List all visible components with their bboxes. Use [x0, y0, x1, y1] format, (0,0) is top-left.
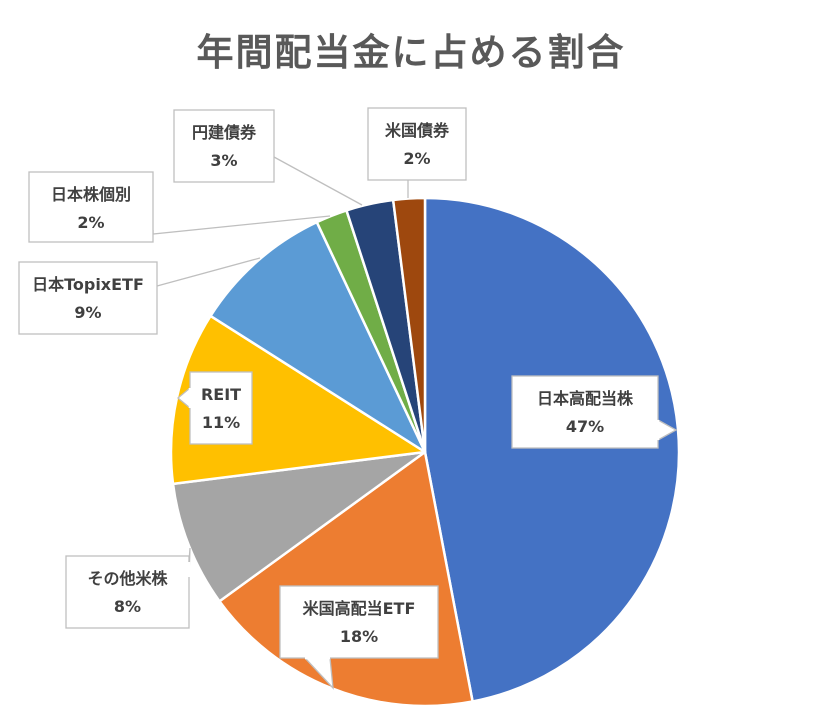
leader-line [273, 156, 363, 206]
data-callout: その他米株 8% [65, 547, 191, 629]
callout-pointer [176, 387, 191, 409]
slice-label: その他米株 [87, 569, 168, 588]
pie-slice [209, 220, 427, 454]
leaders-layer [152, 156, 409, 287]
slice-label: 円建債券 [192, 123, 257, 142]
slice-percent-label: 2% [403, 149, 430, 168]
pie-slice [423, 196, 681, 703]
chart-title: 年間配当金に占める割合 [196, 31, 626, 74]
callout-box [189, 371, 253, 445]
callout-box [65, 555, 190, 629]
callout-pointer [657, 419, 678, 441]
data-callout: REIT 11% [176, 371, 253, 445]
data-callout: 円建債券 3% [173, 109, 275, 183]
data-callout: 日本TopixETF 9% [18, 261, 158, 335]
callout-box [511, 375, 659, 449]
pie-slice [171, 450, 427, 603]
leader-line [156, 257, 261, 287]
slice-label: 日本TopixETF [32, 275, 144, 294]
callout-box [28, 171, 154, 243]
data-callout: 米国高配当ETF 18% [279, 585, 439, 690]
slice-label: 米国高配当ETF [303, 599, 416, 618]
slice-percent-label: 47% [566, 417, 604, 436]
callout-pointer [304, 657, 334, 690]
slice-percent-label: 8% [114, 597, 141, 616]
slice-percent-label: 3% [210, 151, 237, 170]
slice-percent-label: 11% [202, 413, 240, 432]
slice-label: 日本高配当株 [537, 389, 634, 408]
slice-percent-label: 18% [340, 627, 378, 646]
data-callout: 米国債券 2% [367, 107, 467, 181]
slice-percent-label: 2% [77, 213, 104, 232]
callouts-layer: 日本高配当株 47% 米国高配当ETF 18% その他米株 8% REIT 11% 日本Topi… [18, 107, 678, 690]
callout-box [173, 109, 275, 183]
slice-percent-label: 9% [74, 303, 101, 322]
callout-box [367, 107, 467, 181]
data-callout: 日本高配当株 47% [511, 375, 678, 449]
slice-label: 米国債券 [385, 121, 450, 140]
slice-label: 日本株個別 [51, 185, 131, 204]
slice-label: REIT [201, 385, 241, 404]
callout-box [18, 261, 158, 335]
data-callout: 日本株個別 2% [28, 171, 154, 243]
pie-slice [391, 196, 427, 454]
callout-box [279, 585, 439, 659]
